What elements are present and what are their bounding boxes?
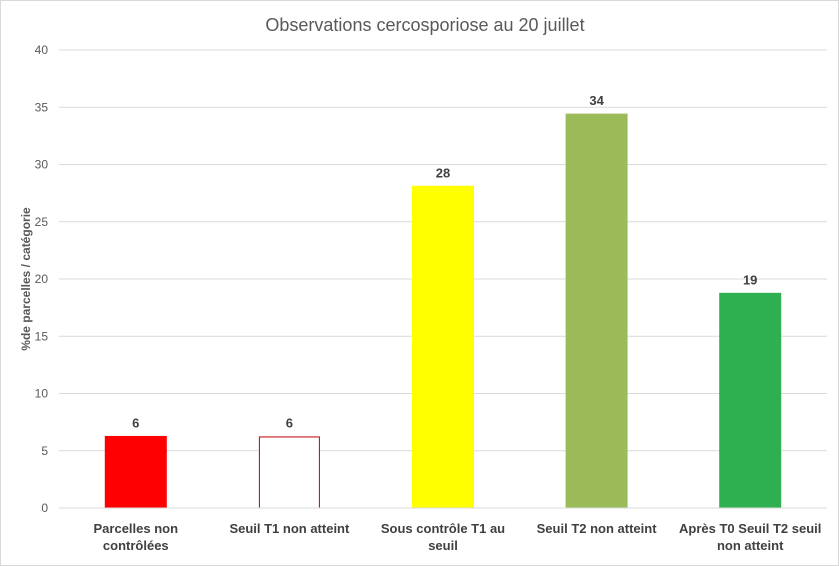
- y-tick-label: 40: [35, 43, 49, 57]
- data-label: 34: [589, 93, 604, 108]
- y-tick-label: 25: [35, 215, 49, 229]
- data-label: 28: [436, 165, 450, 180]
- category-label-line: Seuil T1 non atteint: [229, 521, 350, 536]
- bar: [719, 292, 782, 509]
- bar: [258, 436, 320, 509]
- x-axis-categories: Parcelles non contrôlées Seuil T1 non atte…: [94, 521, 822, 553]
- y-axis-ticks: 0 5 10 15 20 25 30 35 40: [35, 43, 49, 515]
- y-tick-label: 35: [35, 100, 49, 114]
- category-label-line: contrôlées: [103, 538, 169, 553]
- data-label: 6: [286, 415, 293, 430]
- y-tick-label: 5: [41, 444, 48, 458]
- chart-title: Observations cercosporiose au 20 juillet: [265, 15, 584, 35]
- bars: [104, 113, 782, 509]
- category-label: Après T0 Seuil T2 seuil non atteint: [679, 521, 821, 553]
- category-label: Parcelles non contrôlées: [94, 521, 179, 553]
- y-tick-label: 30: [35, 158, 49, 172]
- category-label-line: Sous contrôle T1 au: [381, 521, 505, 536]
- data-label: 19: [743, 272, 757, 287]
- y-tick-label: 15: [35, 329, 49, 343]
- category-label-line: seuil: [428, 538, 458, 553]
- category-label-line: non atteint: [717, 538, 784, 553]
- y-tick-label: 20: [35, 272, 49, 286]
- category-label-line: Après T0 Seuil T2 seuil: [679, 521, 821, 536]
- category-label-line: Seuil T2 non atteint: [537, 521, 658, 536]
- category-label: Sous contrôle T1 au seuil: [381, 521, 505, 553]
- category-label: Seuil T2 non atteint: [537, 521, 658, 536]
- bar: [104, 435, 167, 509]
- bar: [565, 113, 628, 509]
- bar: [412, 185, 474, 509]
- category-label-line: Parcelles non: [94, 521, 179, 536]
- data-label: 6: [132, 415, 139, 430]
- y-tick-label: 10: [35, 387, 49, 401]
- category-label: Seuil T1 non atteint: [229, 521, 350, 536]
- data-labels: 6 6 28 34 19: [132, 93, 757, 430]
- y-tick-label: 0: [41, 501, 48, 515]
- y-axis-label: %de parcelles / catégorie: [19, 207, 33, 351]
